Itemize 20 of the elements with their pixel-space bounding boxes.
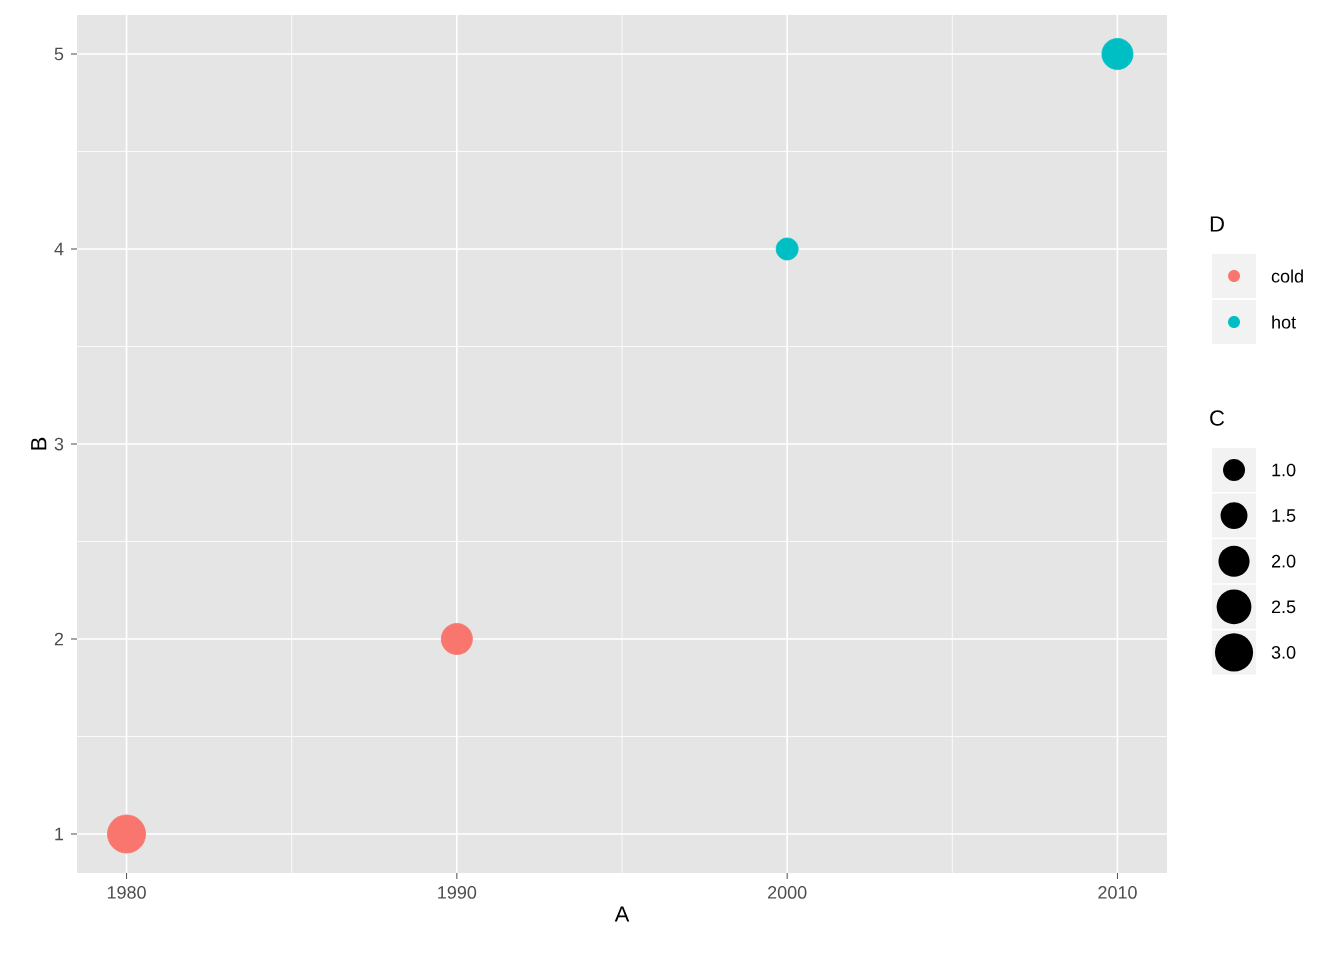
y-tick-label: 3 (54, 437, 64, 451)
legend-label: 1.5 (1272, 509, 1296, 522)
legend-label: 2.0 (1271, 554, 1296, 568)
x-tick-label: 2010 (1098, 886, 1137, 899)
y-tick-label: 2 (54, 632, 64, 646)
x-tick-label: 2000 (768, 886, 807, 899)
text: C (1210, 410, 1225, 426)
x-tick-label: 1980 (107, 886, 146, 899)
legend-label: hot (1272, 315, 1296, 329)
y-tick-label: 1 (55, 827, 64, 841)
legend-title: D (1210, 216, 1224, 232)
y-tick-label: 4 (54, 242, 64, 256)
y-tick-label: 5 (54, 47, 64, 61)
legend-label: 1.0 (1272, 463, 1296, 477)
legend-label: 2.5 (1271, 600, 1296, 614)
legend-label: cold (1271, 269, 1303, 283)
x-tick-label: 1990 (438, 886, 477, 899)
y-axis-title: B (31, 437, 47, 450)
x-axis-title: A (614, 906, 630, 922)
legend-label: 3.0 (1271, 646, 1296, 659)
